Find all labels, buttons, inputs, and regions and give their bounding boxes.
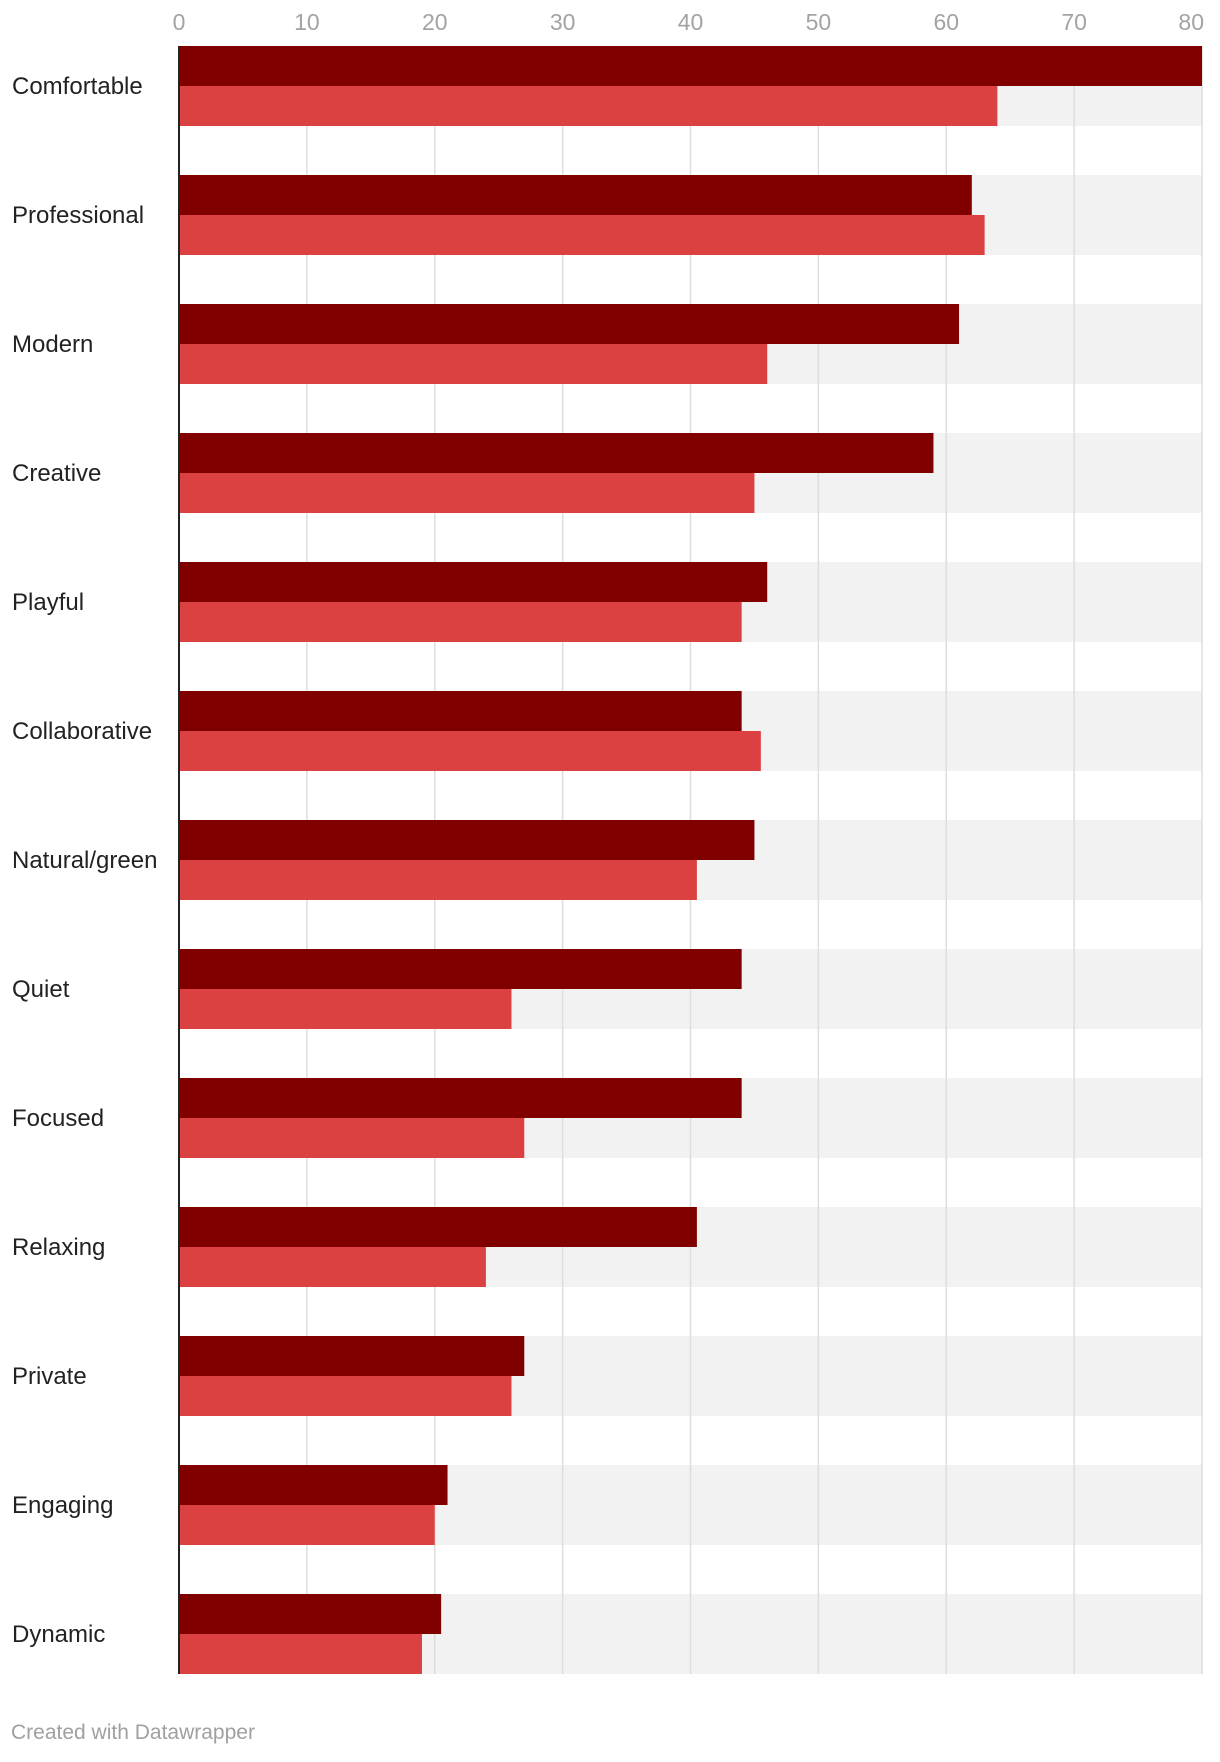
x-tick-label: 20 — [422, 9, 448, 35]
bar-creative-series-2 — [179, 473, 755, 513]
bar-collaborative-series-2 — [179, 731, 761, 771]
category-label: Collaborative — [12, 718, 152, 745]
x-tick-label: 40 — [678, 9, 704, 35]
bar-playful-series-2 — [179, 602, 742, 642]
x-tick-label: 60 — [933, 9, 959, 35]
bar-creative-series-1 — [179, 433, 934, 473]
x-tick-label: 10 — [294, 9, 320, 35]
x-tick-label: 0 — [173, 9, 186, 35]
bars — [179, 46, 1202, 1674]
bar-playful-series-1 — [179, 562, 768, 602]
bar-comfortable-series-1 — [179, 46, 1202, 86]
category-label: Natural/green — [12, 847, 157, 874]
category-label: Playful — [12, 589, 84, 616]
bar-relaxing-series-2 — [179, 1247, 486, 1287]
category-label: Relaxing — [12, 1234, 105, 1261]
bar-private-series-1 — [179, 1336, 525, 1376]
x-tick-label: 50 — [806, 9, 832, 35]
bar-natural-green-series-2 — [179, 860, 697, 900]
bar-focused-series-2 — [179, 1118, 525, 1158]
bar-focused-series-1 — [179, 1078, 742, 1118]
bar-modern-series-2 — [179, 344, 768, 384]
x-tick-label: 70 — [1061, 9, 1087, 35]
credit-text: Created with Datawrapper — [11, 1721, 255, 1744]
bar-private-series-2 — [179, 1376, 512, 1416]
category-label: Professional — [12, 202, 144, 229]
category-label: Quiet — [12, 976, 70, 1003]
bar-quiet-series-1 — [179, 949, 742, 989]
category-label: Focused — [12, 1105, 104, 1132]
bar-dynamic-series-1 — [179, 1594, 442, 1634]
category-label: Modern — [12, 331, 93, 358]
category-label: Creative — [12, 460, 101, 487]
x-tick-label: 80 — [1178, 9, 1204, 35]
bar-professional-series-1 — [179, 175, 972, 215]
bar-natural-green-series-1 — [179, 820, 755, 860]
category-label: Dynamic — [12, 1621, 105, 1648]
category-labels: Comfortable Professional Modern Creative Pla… — [12, 73, 157, 1648]
category-label: Private — [12, 1363, 87, 1390]
bar-engaging-series-1 — [179, 1465, 448, 1505]
bar-dynamic-series-2 — [179, 1634, 422, 1674]
x-tick-label: 30 — [550, 9, 576, 35]
bar-quiet-series-2 — [179, 989, 512, 1029]
bar-relaxing-series-1 — [179, 1207, 697, 1247]
bar-professional-series-2 — [179, 215, 985, 255]
x-axis-ticks: 0 10 20 30 40 50 60 70 80 — [173, 9, 1204, 35]
bar-comfortable-series-2 — [179, 86, 998, 126]
bar-modern-series-1 — [179, 304, 960, 344]
bar-collaborative-series-1 — [179, 691, 742, 731]
category-label: Engaging — [12, 1492, 113, 1519]
bar-engaging-series-2 — [179, 1505, 435, 1545]
category-label: Comfortable — [12, 73, 143, 100]
